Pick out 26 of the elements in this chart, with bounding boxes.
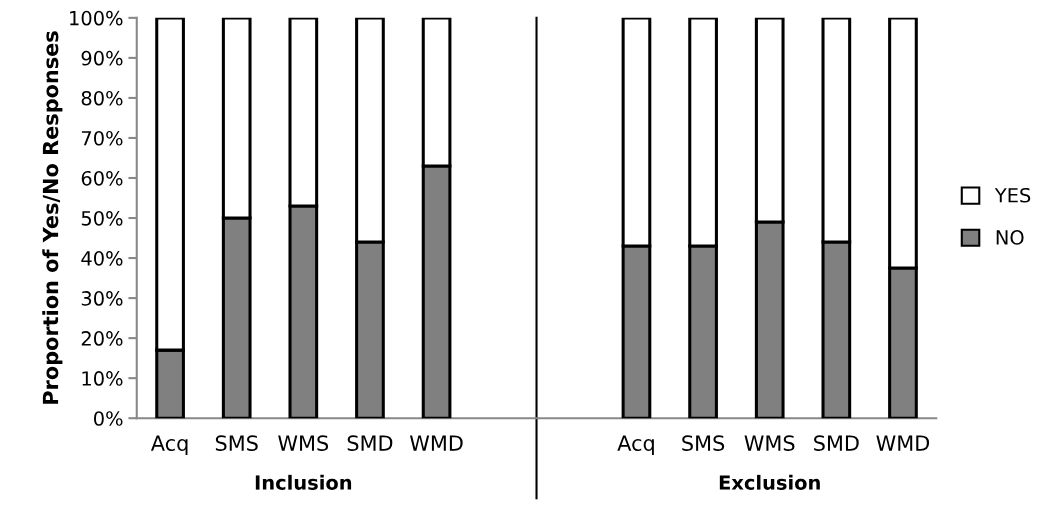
x-tick-label: WMD — [876, 435, 930, 451]
x-tick-label: SMD — [814, 435, 859, 451]
x-tick-label: SMD — [347, 435, 393, 451]
x-tick-label: Acq — [617, 435, 654, 456]
y-tick-label: 70% — [81, 130, 123, 146]
y-tick-label: 80% — [81, 90, 123, 106]
x-tick-label: WMS — [278, 435, 329, 451]
y-tick-label: 10% — [82, 371, 123, 386]
y-tick-label: 0% — [94, 411, 123, 426]
x-tick-label: WMS — [744, 435, 795, 451]
y-axis-title: Proportion of Yes/No Responses — [42, 31, 63, 404]
legend-label: YES — [994, 187, 1031, 203]
y-tick-label: 50% — [81, 210, 123, 226]
y-tick-label: 90% — [81, 50, 123, 66]
x-tick-label: Acq — [150, 435, 188, 456]
y-tick-label: 100% — [70, 10, 123, 26]
y-tick-label: 60% — [81, 170, 123, 186]
legend-label: NO — [996, 230, 1024, 245]
y-tick-label: 40% — [81, 251, 123, 266]
text: Exclusion — [719, 474, 820, 490]
x-tick-label: WMD — [409, 435, 463, 451]
y-tick-label: 30% — [81, 291, 123, 306]
y-tick-label: 20% — [81, 331, 123, 346]
text: Inclusion — [255, 474, 352, 490]
x-tick-label: SMS — [682, 435, 725, 451]
x-tick-label: SMS — [215, 435, 258, 451]
